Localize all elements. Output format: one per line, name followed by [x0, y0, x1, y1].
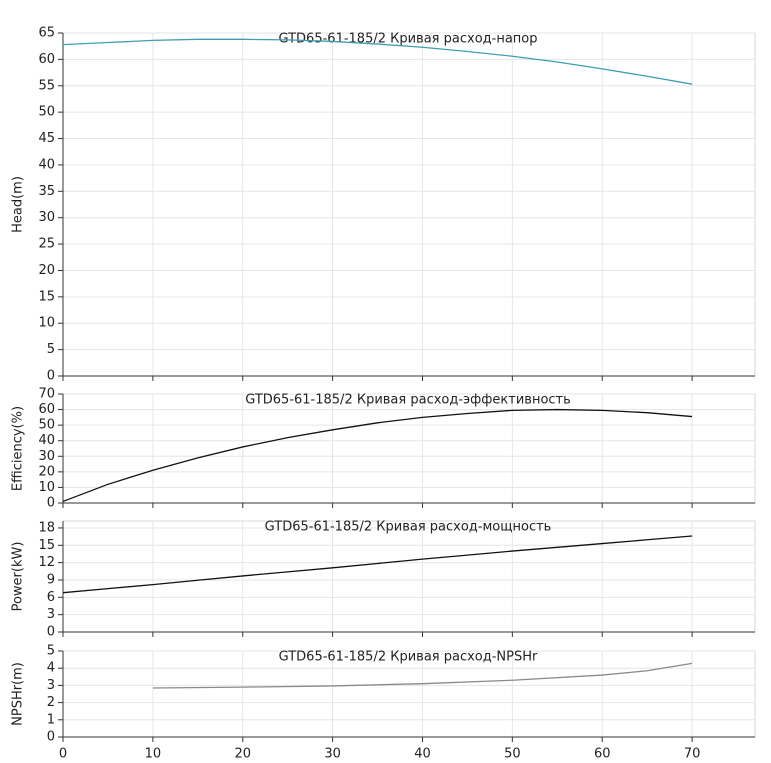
y-tick-label: 0 [47, 369, 55, 384]
x-tick-label: 70 [684, 747, 701, 762]
x-tick-label: 30 [324, 747, 341, 762]
y-tick-label: 40 [38, 433, 55, 448]
y-tick-label: 15 [38, 538, 55, 553]
plot-frame [62, 32, 756, 377]
y-tick-label: 20 [38, 464, 55, 479]
y-tick-label: 25 [38, 237, 55, 252]
chart-title: GTD65-61-185/2 Кривая расход-NPSHr [279, 650, 538, 665]
chart-title: GTD65-61-185/2 Кривая расход-мощность [265, 520, 552, 535]
y-tick-label: 30 [38, 449, 55, 464]
y-tick-label: 55 [38, 78, 55, 93]
y-tick-label: 45 [38, 131, 55, 146]
y-tick-label: 50 [38, 105, 55, 120]
x-tick-label: 0 [59, 747, 67, 762]
x-tick-label: 60 [594, 747, 611, 762]
plot-frame [62, 520, 756, 633]
y-tick-label: 9 [47, 572, 55, 587]
data-line [62, 408, 693, 503]
x-tick-label: 20 [234, 747, 251, 762]
y-axis-label: Efficiency(%) [11, 406, 26, 491]
y-tick-label: 12 [38, 555, 55, 570]
y-tick-label: 10 [38, 316, 55, 331]
data-line [152, 662, 693, 689]
y-tick-label: 0 [47, 730, 55, 745]
y-tick-label: 0 [47, 496, 55, 511]
y-tick-label: 20 [38, 263, 55, 278]
chart-title: GTD65-61-185/2 Кривая расход-эффективнос… [245, 393, 571, 408]
y-tick-label: 18 [38, 520, 55, 535]
x-tick-label: 50 [504, 747, 521, 762]
plot-frame [62, 393, 756, 504]
y-tick-label: 3 [47, 607, 55, 622]
y-tick-label: 50 [38, 418, 55, 433]
y-tick-label: 60 [38, 402, 55, 417]
y-tick-label: 5 [47, 342, 55, 357]
x-tick-label: 40 [414, 747, 431, 762]
y-tick-label: 65 [38, 26, 55, 41]
y-tick-label: 15 [38, 289, 55, 304]
y-tick-label: 60 [38, 52, 55, 67]
y-tick-label: 1 [47, 712, 55, 727]
y-axis-label: Power(kW) [11, 542, 26, 612]
y-tick-label: 0 [47, 625, 55, 640]
y-tick-label: 40 [38, 157, 55, 172]
y-tick-label: 6 [47, 590, 55, 605]
data-line [62, 38, 693, 85]
y-tick-label: 30 [38, 210, 55, 225]
y-tick-label: 2 [47, 695, 55, 710]
y-tick-label: 4 [47, 661, 55, 676]
y-tick-label: 35 [38, 184, 55, 199]
y-axis-label: Head(m) [11, 176, 26, 233]
x-tick-label: 10 [145, 747, 162, 762]
y-axis-label: NPSHr(m) [11, 662, 26, 726]
y-tick-label: 10 [38, 480, 55, 495]
y-tick-label: 70 [38, 387, 55, 402]
y-tick-label: 5 [47, 644, 55, 659]
y-tick-label: 3 [47, 678, 55, 693]
data-line [62, 535, 693, 594]
chart-title: GTD65-61-185/2 Кривая расход-напор [279, 32, 538, 47]
